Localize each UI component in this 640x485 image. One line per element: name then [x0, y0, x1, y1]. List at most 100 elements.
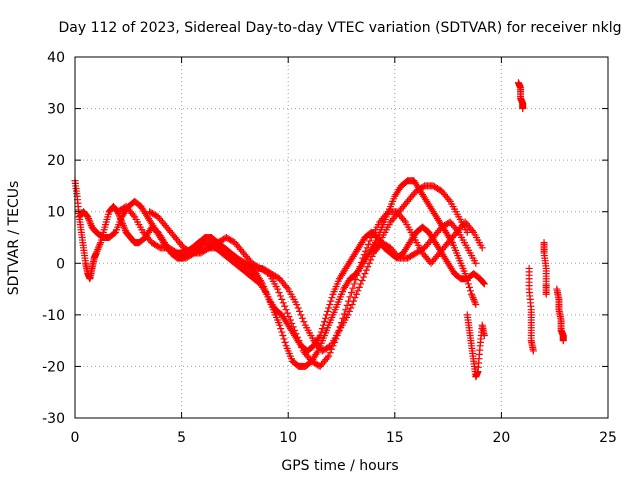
y-tick-label: 30 — [47, 102, 65, 118]
x-tick-label: 25 — [599, 430, 617, 446]
data-point — [332, 335, 340, 343]
data-point — [325, 304, 333, 312]
data-point — [468, 292, 476, 300]
x-tick-label: 5 — [177, 430, 186, 446]
data-point — [327, 297, 335, 305]
data-point — [289, 323, 297, 331]
data-point — [466, 287, 474, 295]
data-point — [465, 283, 473, 291]
data-point — [559, 337, 567, 345]
data-point — [349, 284, 357, 292]
data-point — [322, 314, 330, 322]
data-point — [367, 256, 375, 264]
data-point — [94, 244, 102, 252]
data-point — [96, 240, 104, 248]
data-point — [471, 299, 479, 307]
y-tick-label: 40 — [47, 50, 65, 66]
data-point — [85, 215, 93, 223]
data-point — [326, 301, 334, 309]
data-point — [282, 306, 290, 314]
data-point — [365, 240, 373, 248]
data-point — [323, 311, 331, 319]
data-point — [328, 345, 336, 353]
data-point — [92, 249, 100, 257]
data-point — [333, 331, 341, 339]
data-point — [319, 321, 327, 329]
data-point — [480, 280, 488, 288]
data-point — [281, 338, 289, 346]
chart-title: Day 112 of 2023, Sidereal Day-to-day VTE… — [59, 20, 622, 36]
x-tick-label: 10 — [279, 430, 297, 446]
axis-ticks: 0 5 10 15 20 25 -30 -20 -10 0 10 20 30 40 — [42, 50, 617, 446]
data-point — [277, 325, 285, 333]
data-point — [293, 301, 301, 309]
series-track-10 — [553, 285, 567, 345]
data-point — [119, 221, 127, 229]
data-point — [366, 237, 374, 245]
data-point — [360, 273, 368, 281]
data-point — [350, 280, 358, 288]
data-point — [347, 304, 355, 312]
data-point — [330, 338, 338, 346]
y-axis-label: SDTVAR / TECUs — [6, 181, 22, 296]
data-point — [328, 294, 336, 302]
data-point — [480, 331, 488, 339]
plot-frame — [74, 56, 609, 419]
data-point — [363, 244, 371, 252]
data-point — [358, 276, 366, 284]
x-tick-label: 0 — [71, 430, 80, 446]
data-point — [298, 344, 306, 352]
y-tick-label: -20 — [42, 359, 65, 375]
x-tick-label: 15 — [386, 430, 404, 446]
data-point — [478, 244, 486, 252]
data-point — [292, 330, 300, 338]
data-point — [368, 252, 376, 260]
data-point — [300, 318, 308, 326]
data-point — [352, 290, 360, 298]
data-point — [325, 352, 333, 360]
data-point — [469, 294, 477, 302]
data-point — [343, 301, 351, 309]
data-point — [342, 306, 350, 314]
data-point — [94, 246, 102, 254]
data-point — [346, 293, 354, 301]
data-point — [480, 279, 488, 287]
series-track-3 — [114, 182, 471, 355]
data-point — [316, 331, 324, 339]
y-tick-label: 10 — [47, 205, 65, 221]
data-point — [335, 327, 343, 335]
data-point — [344, 311, 352, 319]
data-point — [479, 278, 487, 286]
data-point — [472, 301, 480, 309]
data-point — [345, 297, 353, 305]
data-point — [288, 319, 296, 327]
data-point — [336, 323, 344, 331]
data-point — [329, 342, 337, 350]
data-point — [357, 258, 365, 266]
series-track-4 — [146, 208, 486, 370]
series-track-7 — [514, 79, 527, 113]
data-point — [294, 304, 302, 312]
data-point — [295, 337, 303, 345]
data-point — [315, 333, 323, 341]
data-point — [296, 340, 304, 348]
data-point — [85, 216, 93, 224]
data-point — [542, 290, 550, 298]
data-point — [320, 318, 328, 326]
data-point — [326, 349, 334, 357]
data-point — [293, 333, 301, 341]
data-point — [338, 319, 345, 327]
data-point — [279, 299, 287, 307]
data-point — [275, 289, 283, 297]
data-point — [360, 251, 368, 259]
series-track-8 — [525, 264, 537, 355]
data-point — [362, 247, 370, 255]
data-point — [470, 295, 478, 303]
data-point — [470, 297, 478, 305]
data-point — [317, 328, 325, 336]
data-point — [362, 266, 370, 274]
data-point — [356, 263, 364, 271]
data-point — [463, 228, 471, 236]
data-point — [285, 313, 293, 321]
